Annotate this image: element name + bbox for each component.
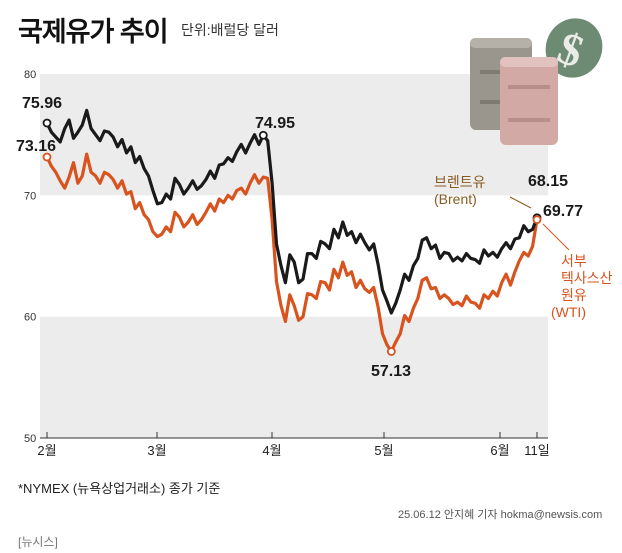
x-tick-label: 11일: [524, 443, 549, 458]
brent-peak-label: 74.95: [255, 115, 295, 132]
source-tag: [뉴시스]: [18, 535, 58, 549]
x-tick-label: 3월: [147, 443, 166, 458]
unit-label: 단위:배럴당 달러: [181, 22, 279, 38]
grid-band: [40, 74, 548, 196]
decoration-illustration: $: [470, 18, 603, 145]
brent-line: [45, 108, 539, 315]
data-point-marker: [42, 118, 52, 128]
x-tick-label: 5월: [374, 443, 393, 458]
wti-end-label: 69.77: [543, 203, 583, 220]
data-point-marker: [532, 215, 542, 225]
legend-wti-line4: (WTI): [551, 304, 586, 320]
grid-bands: [40, 74, 548, 438]
oil-barrel-icon: [500, 57, 558, 145]
footnote: *NYMEX (뉴욕상업거래소) 종가 기준: [18, 481, 221, 496]
y-axis: 50 60 70 80: [24, 69, 36, 445]
credit: 25.06.12 안지혜 기자 hokma@newsis.com: [398, 509, 603, 521]
legend-wti-line2: 텍사스산: [561, 270, 613, 286]
chart-title: 국제유가 추이: [18, 17, 169, 47]
brent-end-label: 68.15: [528, 173, 568, 190]
wti-trough-label: 57.13: [371, 363, 411, 380]
data-point-marker: [386, 347, 396, 356]
wti-start-label: 73.16: [16, 138, 56, 155]
x-axis: 2월 3월 4월 5월 6월 11일: [37, 432, 550, 458]
y-tick-label: 70: [24, 190, 36, 202]
legend-wti-line3: 원유: [561, 287, 587, 303]
legend-brent-english: (Brent): [434, 191, 477, 207]
data-point-marker: [42, 152, 52, 162]
brent-start-label: 75.96: [22, 95, 62, 112]
y-tick-label: 50: [24, 433, 36, 445]
data-point-marker: [258, 130, 268, 140]
legend-brent-leader: [509, 196, 532, 209]
wti-line: [45, 152, 539, 354]
legend-wti-line1: 서부: [561, 253, 587, 269]
x-tick-label: 2월: [37, 443, 56, 458]
x-tick-label: 4월: [262, 443, 281, 458]
x-tick-label: 6월: [490, 443, 509, 458]
legend-brent-name: 브렌트유: [434, 174, 486, 190]
y-tick-label: 60: [24, 312, 36, 324]
legend-wti-leader: [542, 223, 570, 251]
grid-band: [40, 316, 548, 438]
y-tick-label: 80: [24, 69, 36, 81]
